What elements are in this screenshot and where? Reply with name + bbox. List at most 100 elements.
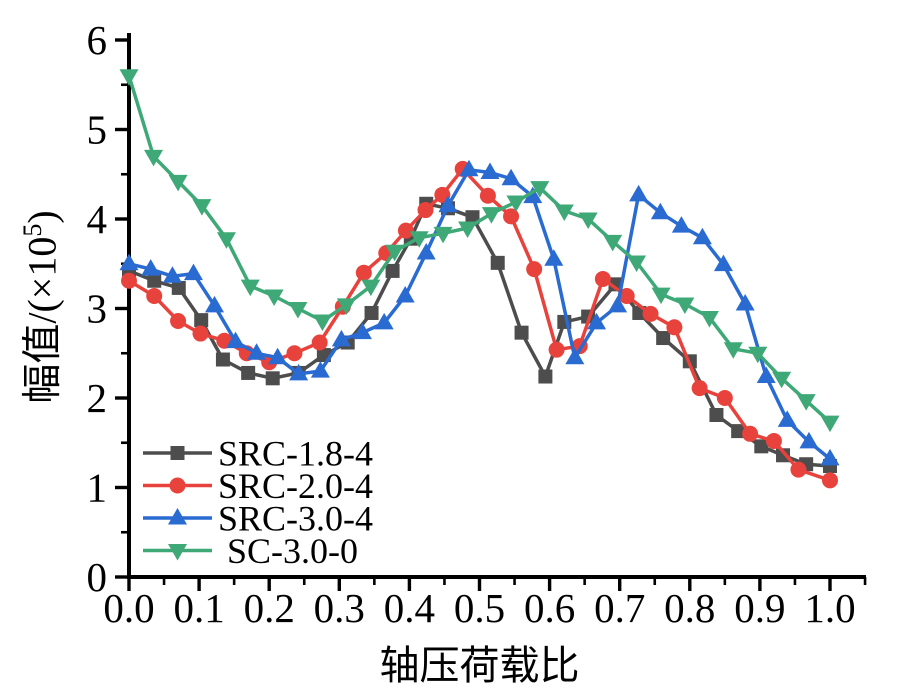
- SRC-2.0-4-marker: [170, 313, 187, 330]
- SRC-3.0-4-marker: [395, 285, 415, 303]
- SC-3.0-0-marker: [796, 394, 816, 411]
- SC-3.0-0-marker: [651, 287, 671, 305]
- SRC-1.8-4-marker: [170, 446, 185, 460]
- SRC-3.0-4-marker: [777, 410, 797, 427]
- legend-label-SRC-2.0-4: SRC-2.0-4: [218, 466, 373, 506]
- SRC-2.0-4-marker: [822, 472, 838, 489]
- SC-3.0-0-marker: [361, 279, 381, 297]
- SRC-3.0-4-marker: [183, 263, 203, 281]
- SRC-3.0-4-marker: [352, 322, 372, 340]
- x-tick-label: 0.1: [173, 585, 224, 631]
- SRC-2.0-4-marker: [618, 287, 635, 304]
- y-tick-label: 1: [87, 465, 108, 511]
- SC-3.0-0-marker: [820, 415, 840, 433]
- series-line-SC-3.0-0: [127, 75, 832, 424]
- legend-label-SRC-1.8-4: SRC-1.8-4: [218, 434, 373, 474]
- SRC-1.8-4-marker: [776, 448, 791, 463]
- SRC-2.0-4-marker: [526, 261, 543, 278]
- SC-3.0-0-marker: [240, 279, 260, 297]
- SRC-3.0-4-marker: [608, 295, 628, 313]
- SRC-3.0-4-marker: [799, 431, 819, 449]
- SRC-3.0-4-marker: [162, 266, 182, 283]
- y-tick-label: 0: [87, 554, 108, 600]
- x-tick-label: 0.8: [664, 585, 715, 631]
- SRC-1.8-4-marker: [490, 255, 505, 270]
- SRC-1.8-4-marker: [265, 371, 280, 386]
- SRC-2.0-4-marker: [479, 187, 496, 204]
- y-tick-label: 3: [87, 286, 108, 332]
- x-tick-label: 0.0: [103, 585, 154, 631]
- SC-3.0-0-marker: [192, 199, 212, 216]
- SC-3.0-0-marker: [723, 342, 743, 359]
- SRC-2.0-4-marker: [192, 325, 209, 342]
- series-SC-3.0-0: [119, 69, 840, 433]
- SC-3.0-0-marker: [433, 226, 453, 244]
- SRC-2.0-4-marker: [121, 272, 137, 289]
- SRC-3.0-4-marker: [629, 184, 649, 202]
- SRC-1.8-4-marker: [215, 352, 230, 367]
- SC-3.0-0-marker: [578, 212, 598, 229]
- x-tick-label: 0.6: [524, 585, 575, 631]
- legend-label-SC-3.0-0: SC-3.0-0: [218, 531, 358, 571]
- SRC-1.8-4-marker: [194, 313, 209, 328]
- SRC-3.0-4-marker: [205, 295, 225, 313]
- SRC-3.0-4-marker: [119, 253, 139, 271]
- SRC-2.0-4-marker: [742, 425, 759, 442]
- SC-3.0-0-marker: [336, 298, 356, 315]
- SRC-2.0-4-marker: [397, 222, 414, 239]
- SRC-1.8-4-marker: [754, 439, 769, 454]
- SRC-3.0-4-marker: [587, 312, 607, 330]
- SRC-3.0-4-marker: [374, 312, 394, 330]
- SRC-1.8-4-marker: [731, 424, 746, 439]
- y-axis-title-close: ): [19, 210, 65, 224]
- SRC-2.0-4-marker: [666, 319, 683, 336]
- SC-3.0-0-marker: [216, 232, 236, 249]
- SRC-1.8-4-marker: [171, 280, 186, 295]
- SRC-2.0-4-marker: [716, 390, 733, 406]
- x-tick-label: 0.5: [454, 585, 505, 631]
- SRC-2.0-4-marker: [642, 305, 659, 322]
- y-tick-label: 6: [87, 17, 108, 63]
- legend-item-SC-3.0-0: SC-3.0-0: [143, 531, 358, 571]
- SRC-3.0-4-marker: [523, 186, 543, 204]
- SRC-3.0-4-marker: [247, 343, 267, 360]
- y-axis-title-exponent: 5: [18, 223, 47, 237]
- SC-3.0-0-marker: [409, 231, 429, 248]
- SRC-1.8-4-marker: [709, 408, 724, 423]
- x-tick-label: 0.4: [384, 585, 435, 631]
- SRC-2.0-4-marker: [146, 287, 163, 304]
- legend-item-SRC-3.0-4: SRC-3.0-4: [143, 499, 373, 539]
- SRC-3.0-4-marker: [820, 448, 840, 466]
- SC-3.0-0-marker: [481, 207, 501, 224]
- SC-3.0-0-marker: [264, 289, 284, 306]
- y-tick-label: 4: [87, 196, 108, 242]
- SRC-2.0-4-marker: [765, 432, 782, 449]
- x-axis-title-text: 轴压荷载比: [379, 643, 580, 688]
- SRC-3.0-4-marker: [713, 254, 733, 272]
- SRC-3.0-4-marker: [141, 259, 161, 276]
- SC-3.0-0-marker: [288, 302, 308, 319]
- SRC-3.0-4-marker: [480, 162, 500, 179]
- SC-3.0-0-marker: [458, 221, 478, 238]
- SC-3.0-0-marker: [168, 544, 187, 561]
- SC-3.0-0-marker: [603, 234, 623, 252]
- SRC-2.0-4-marker: [417, 202, 434, 219]
- SRC-2.0-4-marker: [790, 461, 807, 478]
- SRC-3.0-4-marker: [671, 216, 691, 233]
- legend-item-SRC-1.8-4: SRC-1.8-4: [143, 434, 373, 474]
- SRC-2.0-4-marker: [548, 341, 565, 358]
- SRC-3.0-4-marker: [650, 202, 670, 220]
- SRC-3.0-4-marker: [544, 249, 564, 266]
- SRC-1.8-4-marker: [656, 331, 671, 346]
- SC-3.0-0-marker: [554, 204, 574, 221]
- x-tick-label: 0.7: [594, 585, 645, 631]
- SRC-3.0-4-marker: [331, 329, 351, 347]
- SC-3.0-0-marker: [699, 310, 719, 328]
- SRC-2.0-4-marker: [355, 264, 372, 281]
- axes: 0.0 0.1 0.2 0.3 0.4 0.5 0.6 0.7 0.8 0.9 1.0 0 1 2 3 4 5 6: [87, 17, 867, 631]
- series-SRC-3.0-4: [119, 159, 840, 466]
- SRC-2.0-4-marker: [691, 380, 708, 397]
- x-tick-label: 0.9: [734, 585, 785, 631]
